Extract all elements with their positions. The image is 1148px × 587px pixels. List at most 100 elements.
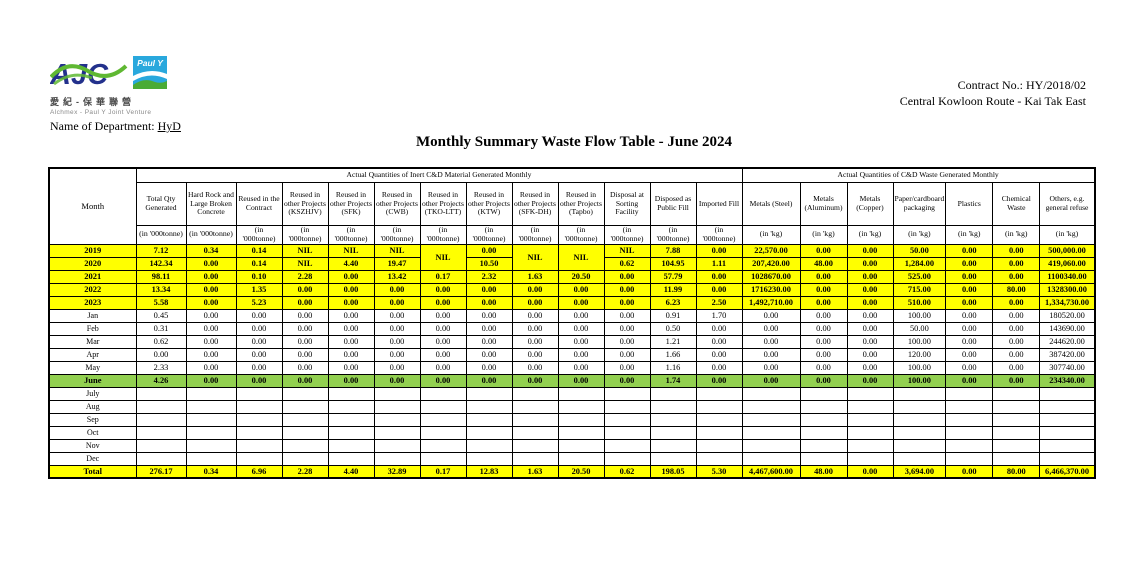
data-cell: 6,466,370.00 xyxy=(1039,464,1096,479)
data-cell: 0.00 xyxy=(846,373,894,388)
contract-info: Contract No.: HY/2018/02 Central Kowloon… xyxy=(900,78,1086,109)
data-cell: 0.00 xyxy=(992,360,1041,375)
column-header: Reused in other Projects (KTW) xyxy=(465,182,513,226)
data-cell: 0.00 xyxy=(373,347,421,362)
data-cell: 0.00 xyxy=(511,373,559,388)
data-cell: 0.00 xyxy=(465,360,513,375)
data-cell: 0.00 xyxy=(603,360,651,375)
data-cell: 0.00 xyxy=(695,282,743,297)
row-label: 2019 xyxy=(48,243,137,258)
data-cell xyxy=(373,425,421,440)
data-cell xyxy=(649,399,697,414)
data-cell xyxy=(741,425,801,440)
data-cell: 0.00 xyxy=(945,308,994,323)
data-cell: 0.00 xyxy=(695,321,743,336)
row-label: Feb xyxy=(48,321,137,336)
column-header: Reused in other Projects (Tapbo) xyxy=(557,182,605,226)
data-cell: 0.00 xyxy=(603,321,651,336)
data-cell: 0.00 xyxy=(327,269,375,284)
data-cell xyxy=(185,451,237,466)
data-cell: 12.83 xyxy=(465,464,513,479)
data-cell xyxy=(945,399,994,414)
data-cell: 50.00 xyxy=(892,321,947,336)
unit-header: (in '000tonne) xyxy=(185,225,237,245)
data-cell: 0.00 xyxy=(695,243,743,258)
data-cell: 0.14 xyxy=(235,256,283,271)
data-cell: 0.00 xyxy=(235,373,283,388)
data-cell: 276.17 xyxy=(135,464,187,479)
data-cell: 10.50 xyxy=(465,256,513,271)
data-cell: 0.00 xyxy=(373,308,421,323)
data-cell: NIL xyxy=(327,243,375,258)
row-label: Oct xyxy=(48,425,137,440)
data-cell: 0.00 xyxy=(741,360,801,375)
data-cell: 48.00 xyxy=(799,464,848,479)
row-label: May xyxy=(48,360,137,375)
data-cell: 1.11 xyxy=(695,256,743,271)
data-cell: 1328300.00 xyxy=(1039,282,1096,297)
data-cell: 0.00 xyxy=(327,308,375,323)
data-cell xyxy=(235,386,283,401)
table-row: Feb 0.31 0.00 0.00 0.00 0.00 0.00 0.00 0.00 0.00 0… xyxy=(48,321,1096,336)
data-cell: 0.00 xyxy=(799,321,848,336)
column-header: Metals (Aluminum) xyxy=(799,182,848,226)
data-cell: 0.00 xyxy=(557,373,605,388)
data-cell xyxy=(281,412,329,427)
data-cell: 0.00 xyxy=(846,334,894,349)
data-cell: 0.00 xyxy=(799,243,848,258)
data-cell: 0.00 xyxy=(799,295,848,310)
data-cell: 6.96 xyxy=(235,464,283,479)
column-header: Hard Rock and Large Broken Concrete xyxy=(185,182,237,226)
data-cell xyxy=(695,399,743,414)
data-cell: 5.30 xyxy=(695,464,743,479)
data-cell xyxy=(557,399,605,414)
data-cell: 100.00 xyxy=(892,334,947,349)
department-line: Name of Department: HyD xyxy=(50,119,181,134)
data-cell xyxy=(135,425,187,440)
data-cell: 0.00 xyxy=(799,373,848,388)
data-cell: 0.00 xyxy=(235,321,283,336)
table-row: May 2.33 0.00 0.00 0.00 0.00 0.00 0.00 0.00 0.00 0… xyxy=(48,360,1096,375)
data-cell: 0.00 xyxy=(741,308,801,323)
data-cell xyxy=(695,451,743,466)
data-cell: 48.00 xyxy=(799,256,848,271)
data-cell: 0.00 xyxy=(235,334,283,349)
data-cell xyxy=(799,451,848,466)
data-cell: 4,467,600.00 xyxy=(741,464,801,479)
data-cell xyxy=(235,425,283,440)
data-cell: NIL xyxy=(557,243,605,271)
data-cell: 100.00 xyxy=(892,308,947,323)
data-cell: 4.26 xyxy=(135,373,187,388)
row-label: Aug xyxy=(48,399,137,414)
data-cell xyxy=(511,386,559,401)
data-cell: 180520.00 xyxy=(1039,308,1096,323)
data-cell xyxy=(992,451,1041,466)
data-cell: 0.00 xyxy=(945,373,994,388)
data-cell: 0.00 xyxy=(846,308,894,323)
data-cell xyxy=(327,438,375,453)
data-cell xyxy=(695,425,743,440)
data-cell xyxy=(799,412,848,427)
data-cell: 0.00 xyxy=(945,295,994,310)
data-cell: 500,000.00 xyxy=(1039,243,1096,258)
data-cell xyxy=(185,412,237,427)
data-cell: 0.45 xyxy=(135,308,187,323)
data-cell: 0.00 xyxy=(465,295,513,310)
data-cell: 0.00 xyxy=(992,295,1041,310)
data-cell: 0.00 xyxy=(603,282,651,297)
data-cell: 0.00 xyxy=(419,334,467,349)
data-cell xyxy=(511,412,559,427)
unit-header: (in 'kg) xyxy=(846,225,894,245)
unit-header: (in '000tonne) xyxy=(281,225,329,245)
data-cell: 0.00 xyxy=(695,347,743,362)
data-cell xyxy=(945,386,994,401)
data-cell xyxy=(603,425,651,440)
data-cell: 0.00 xyxy=(373,373,421,388)
data-cell xyxy=(741,438,801,453)
data-cell: 13.34 xyxy=(135,282,187,297)
table-row: 2020 142.34 0.00 0.14 NIL 4.40 19.47 10.50 0.62 1… xyxy=(48,256,1096,271)
data-cell: 0.00 xyxy=(741,373,801,388)
data-cell: 0.00 xyxy=(945,243,994,258)
company-logo: AJC Paul Y 愛紀-保華聯營 Alchmex - Paul Y Join… xyxy=(50,56,167,116)
